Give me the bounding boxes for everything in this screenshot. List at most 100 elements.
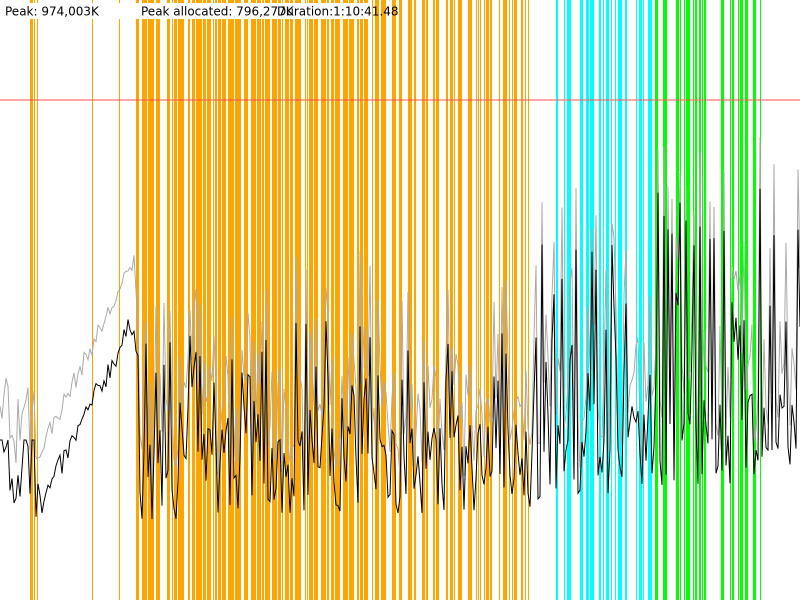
gc-band	[34, 0, 35, 600]
gc-band	[119, 0, 120, 600]
used-line	[0, 188, 800, 520]
gc-band	[636, 0, 637, 600]
gc-band	[625, 0, 627, 600]
gc-band	[525, 0, 526, 600]
gc-band	[686, 0, 690, 600]
gc-band	[521, 0, 523, 600]
gc-band	[244, 0, 248, 600]
gc-band	[307, 0, 308, 600]
gc-band	[478, 0, 479, 600]
gc-band	[704, 0, 706, 600]
gc-band	[450, 0, 453, 600]
gc-band	[753, 0, 756, 600]
gc-band	[295, 0, 301, 600]
gc-band	[618, 0, 622, 600]
gc-band	[331, 0, 334, 600]
gc-band	[156, 0, 160, 600]
header-bg	[0, 3, 372, 19]
gc-band	[528, 0, 529, 600]
gc-band	[693, 0, 694, 600]
gc-band	[218, 0, 221, 600]
gc-band	[514, 0, 517, 600]
gc-band	[364, 0, 368, 600]
gc-band	[375, 0, 379, 600]
gc-band	[178, 0, 184, 600]
gc-band	[265, 0, 270, 600]
gc-band	[278, 0, 281, 600]
gc-band	[458, 0, 462, 600]
gc-band	[503, 0, 507, 600]
gc-band	[454, 0, 455, 600]
gc-band	[590, 0, 594, 600]
gc-band	[148, 0, 154, 600]
gc-band	[262, 0, 264, 600]
gc-band	[343, 0, 348, 600]
gc-band	[567, 0, 571, 600]
gc-band	[606, 0, 609, 600]
gc-band	[92, 0, 93, 600]
gc-band	[207, 0, 211, 600]
gc-band	[512, 0, 513, 600]
gc-band	[349, 0, 354, 600]
gc-band	[290, 0, 293, 600]
peak-label: Peak: 974,003K	[5, 5, 100, 19]
gc-band	[285, 0, 289, 600]
gc-band	[509, 0, 510, 600]
gc-band	[436, 0, 439, 600]
gc-band	[599, 0, 601, 600]
gc-band	[335, 0, 340, 600]
gc-band	[408, 0, 412, 600]
gc-band	[480, 0, 481, 600]
gc-band	[203, 0, 206, 600]
gc-band	[174, 0, 177, 600]
gc-band	[446, 0, 448, 600]
gc-band	[372, 0, 373, 600]
gc-band	[167, 0, 170, 600]
gc-band	[30, 0, 33, 600]
gc-band	[192, 0, 195, 600]
gc-band	[490, 0, 492, 600]
gc-band	[433, 0, 435, 600]
gc-band	[392, 0, 396, 600]
gc-band	[37, 0, 38, 600]
duration-label: Duration:1:10:41.48	[277, 5, 399, 19]
gc-band	[499, 0, 500, 600]
gc-band	[699, 0, 701, 600]
gc-band	[399, 0, 402, 600]
gc-band	[732, 0, 734, 600]
gc-band	[643, 0, 644, 600]
gc-band	[468, 0, 472, 600]
gc-band	[142, 0, 147, 600]
gc-band	[745, 0, 748, 600]
gc-band	[314, 0, 318, 600]
gc-band	[586, 0, 589, 600]
gc-band	[257, 0, 261, 600]
gc-band	[228, 0, 234, 600]
gc-band	[381, 0, 386, 600]
peak-allocated-label: Peak allocated: 796,277K	[141, 5, 295, 19]
gc-band	[222, 0, 226, 600]
gc-band	[188, 0, 190, 600]
gc-band	[422, 0, 425, 600]
gc-band	[272, 0, 277, 600]
gc-band	[251, 0, 256, 600]
gc-band	[730, 0, 731, 600]
gc-band	[136, 0, 139, 600]
gc-band	[357, 0, 359, 600]
gc-band	[603, 0, 604, 600]
gc-band	[639, 0, 642, 600]
gc-band	[414, 0, 416, 600]
gc-band	[486, 0, 489, 600]
gc-band	[321, 0, 326, 600]
gc-band	[484, 0, 485, 600]
gc-band	[327, 0, 329, 600]
gc-band	[564, 0, 565, 600]
gc-band	[235, 0, 241, 600]
gc-band	[738, 0, 739, 600]
gc-band	[215, 0, 217, 600]
gc-band	[695, 0, 697, 600]
gc-bands	[30, 0, 761, 600]
gc-band	[740, 0, 743, 600]
gc-band	[702, 0, 703, 600]
